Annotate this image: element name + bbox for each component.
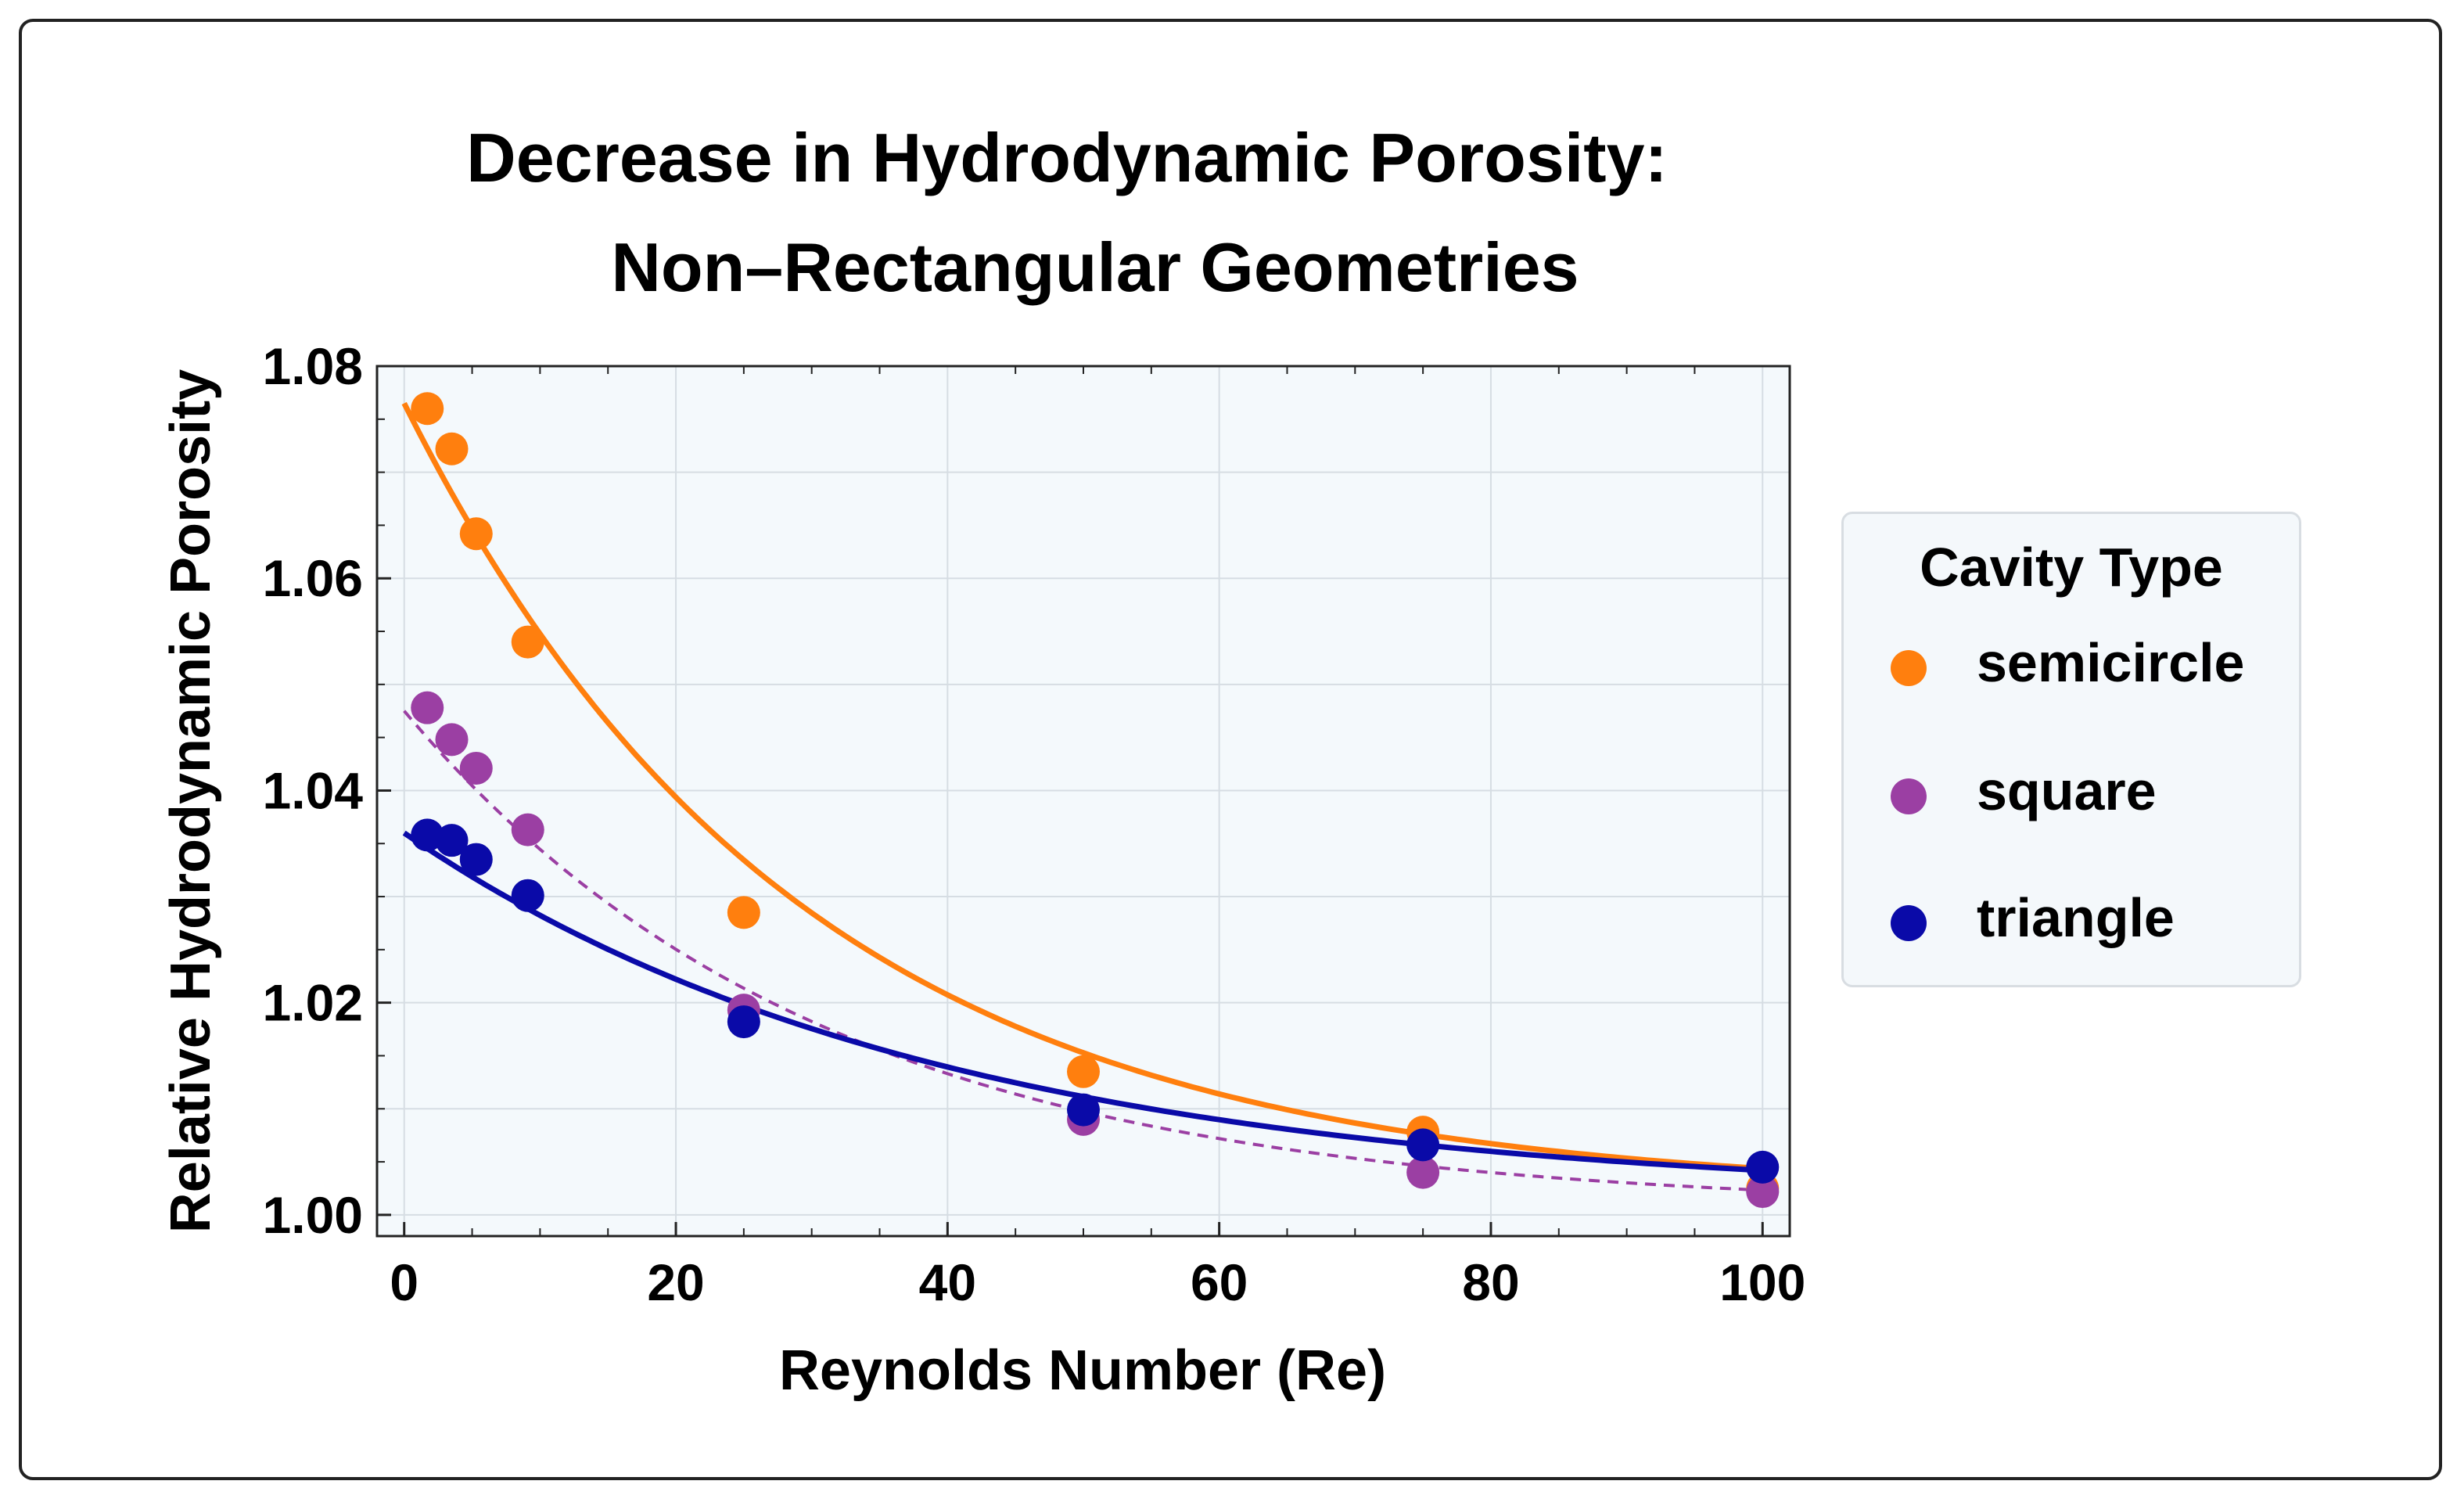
data-point-semicircle [1067, 1055, 1100, 1088]
legend-marker-triangle [1891, 905, 1927, 941]
data-point-triangle [727, 1005, 760, 1039]
data-point-triangle [435, 824, 469, 857]
plot-area [377, 366, 1790, 1236]
data-point-semicircle [459, 517, 493, 551]
data-point-square [435, 723, 469, 757]
y-axis-label: Relative Hydrodynamic Porosity [160, 369, 222, 1233]
y-tick-label: 1.00 [263, 1186, 363, 1244]
data-point-triangle [511, 879, 544, 912]
legend-label-semicircle: semicircle [1977, 632, 2245, 693]
legend-title: Cavity Type [1920, 537, 2223, 598]
y-tick-label: 1.04 [263, 761, 364, 819]
data-points [411, 392, 1780, 1209]
axis-ticks: 0 20 40 60 80 100 1.00 1.02 1.04 1.06 1.08 [263, 337, 1806, 1311]
data-point-semicircle [435, 432, 469, 465]
grid [377, 365, 1790, 1236]
legend-item-semicircle: semicircle [1844, 617, 2299, 711]
y-tick-label: 1.08 [263, 337, 363, 395]
chart-title-line-1: Decrease in Hydrodynamic Porosity: [466, 119, 1668, 196]
x-tick-label: 100 [1719, 1253, 1805, 1311]
data-point-square [411, 691, 444, 724]
x-tick-label: 80 [1462, 1253, 1519, 1311]
data-point-square [511, 813, 544, 846]
legend-item-square: square [1844, 746, 2299, 839]
legend-item-triangle: triangle [1844, 872, 2299, 966]
x-tick-label: 60 [1191, 1253, 1248, 1311]
fit-curve-semicircle [401, 401, 1763, 1172]
data-point-triangle [459, 843, 493, 876]
data-point-triangle [411, 818, 444, 852]
legend-label-triangle: triangle [1977, 887, 2175, 948]
x-axis-label: Reynolds Number (Re) [779, 1339, 1386, 1402]
data-point-semicircle [511, 625, 544, 659]
data-point-square [1406, 1156, 1440, 1189]
data-point-triangle [1746, 1150, 1780, 1184]
data-point-triangle [1406, 1128, 1440, 1162]
fit-curve-square [403, 710, 1763, 1192]
x-tick-label: 40 [919, 1253, 976, 1311]
data-point-square [1746, 1175, 1780, 1209]
x-tick-label: 20 [647, 1253, 704, 1311]
data-point-triangle [1067, 1093, 1100, 1127]
legend-label-square: square [1977, 760, 2157, 821]
legend-marker-square [1891, 778, 1927, 814]
data-point-semicircle [727, 896, 760, 929]
chart-title-line-2: Non–Rectangular Geometries [611, 228, 1579, 306]
legend-marker-semicircle [1891, 650, 1927, 686]
x-tick-label: 0 [390, 1253, 418, 1311]
data-point-semicircle [411, 392, 444, 426]
data-point-square [459, 751, 493, 785]
legend: Cavity Type semicircle square triangle [1841, 512, 2301, 987]
y-tick-label: 1.02 [263, 974, 363, 1032]
y-tick-label: 1.06 [263, 549, 363, 607]
